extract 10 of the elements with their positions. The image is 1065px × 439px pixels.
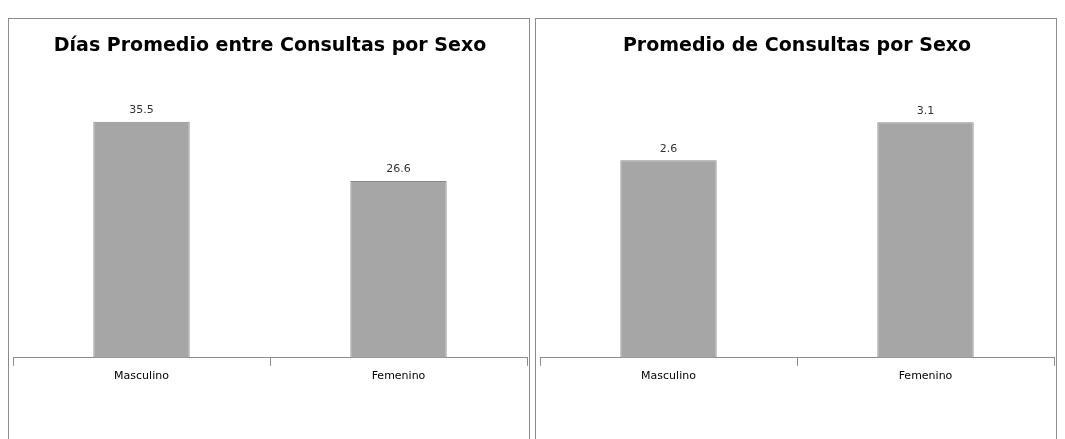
x-tick-label: Masculino [114,369,170,383]
data-label: 26.6 [386,162,411,176]
chart-title: Días Promedio entre Consultas por Sexo [53,33,487,56]
data-label: 35.5 [129,103,154,117]
data-label: 3.1 [916,103,935,117]
x-tick-label: Femenino [371,369,426,383]
x-tick-label: Femenino [898,369,953,383]
x-tick-label: Masculino [641,369,697,383]
data-label: 2.6 [659,141,678,155]
chart-title: Promedio de Consultas por Sexo [622,33,972,56]
